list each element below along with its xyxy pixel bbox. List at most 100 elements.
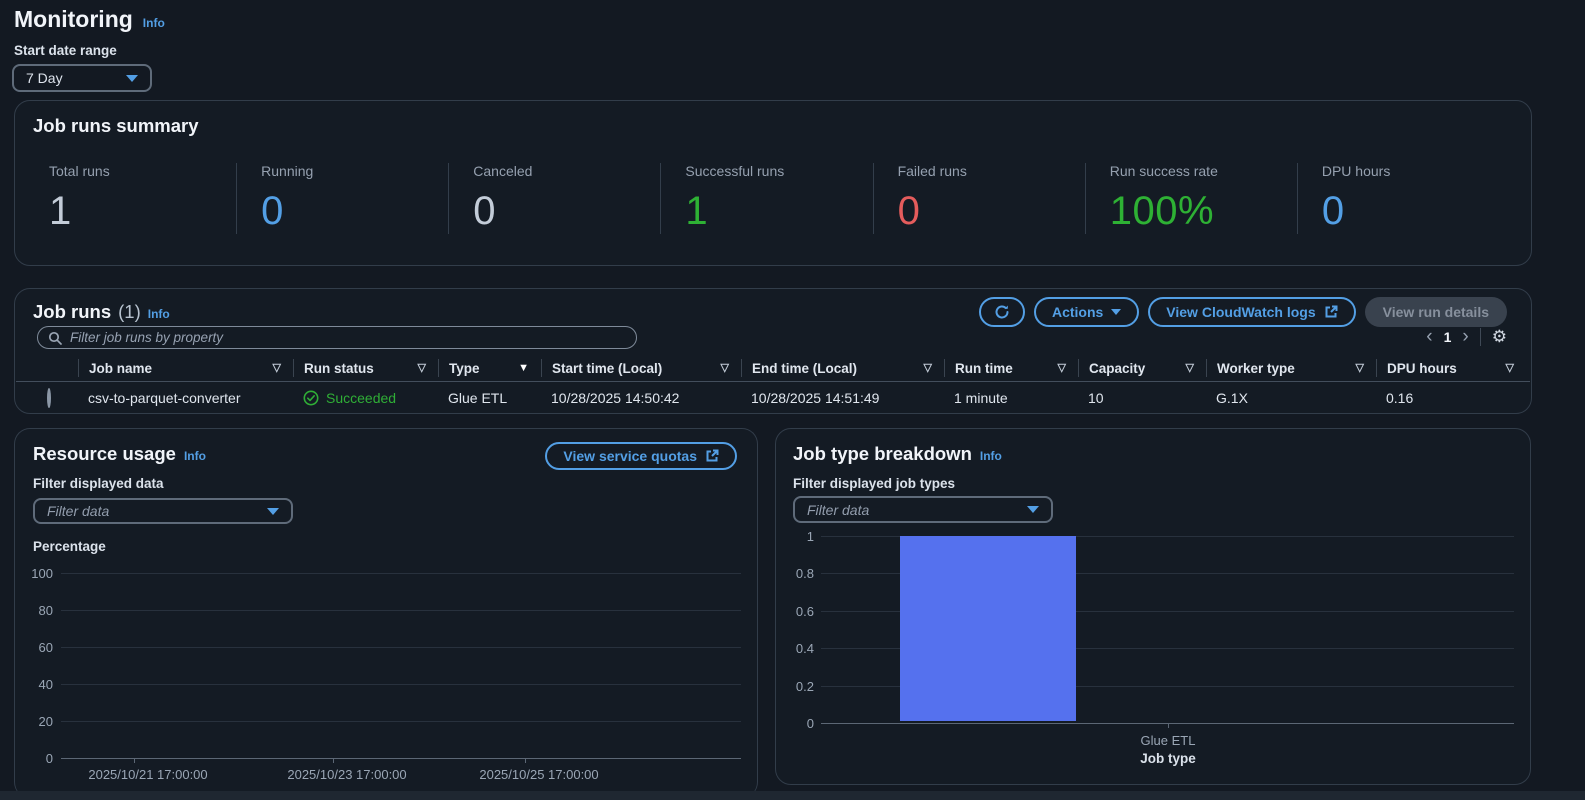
filter-job-runs-input[interactable]: Filter job runs by property bbox=[37, 326, 637, 349]
y-tick-label: 60 bbox=[15, 640, 53, 655]
search-icon bbox=[48, 331, 62, 345]
date-range-select[interactable]: 7 Day bbox=[12, 64, 152, 92]
metric-label: Run success rate bbox=[1110, 163, 1297, 179]
select-all-column bbox=[38, 359, 78, 377]
view-service-quotas-button[interactable]: View service quotas bbox=[545, 442, 737, 470]
resource-filter-label: Filter displayed data bbox=[33, 476, 164, 491]
row-radio-button[interactable] bbox=[47, 388, 51, 408]
date-range-label: Start date range bbox=[14, 43, 117, 58]
job-type-plot bbox=[821, 536, 1514, 723]
column-label: Run time bbox=[955, 361, 1013, 376]
metric-label: Total runs bbox=[49, 163, 236, 179]
cell-start-time: 10/28/2025 14:50:42 bbox=[541, 390, 741, 406]
job-type-breakdown-card: Job type breakdown Info Filter displayed… bbox=[775, 428, 1531, 785]
column-header-run-status[interactable]: Run status ▽ bbox=[293, 359, 438, 377]
y-axis-title: Percentage bbox=[33, 539, 106, 554]
sort-icon[interactable]: ▽ bbox=[1058, 363, 1066, 374]
cell-job-name[interactable]: csv-to-parquet-converter bbox=[78, 390, 293, 406]
resource-usage-info-link[interactable]: Info bbox=[184, 449, 206, 463]
metric-label: DPU hours bbox=[1322, 163, 1509, 179]
metric-value: 0 bbox=[473, 189, 660, 234]
column-label: End time (Local) bbox=[752, 361, 857, 376]
cell-type: Glue ETL bbox=[438, 390, 541, 406]
y-tick-label: 0.4 bbox=[776, 641, 814, 656]
job-runs-summary-card: Job runs summary Total runs 1 Running 0 … bbox=[14, 100, 1532, 266]
x-tick bbox=[134, 758, 135, 763]
column-label: Worker type bbox=[1217, 361, 1295, 376]
job-type-filter-select[interactable]: Filter data bbox=[793, 496, 1053, 523]
cell-capacity: 10 bbox=[1078, 390, 1206, 406]
metric-canceled: Canceled 0 bbox=[448, 163, 660, 234]
actions-button[interactable]: Actions bbox=[1034, 297, 1139, 327]
column-header-capacity[interactable]: Capacity ▽ bbox=[1078, 359, 1206, 377]
sort-icon[interactable]: ▽ bbox=[924, 363, 932, 374]
job-type-filter-label: Filter displayed job types bbox=[793, 476, 955, 491]
cloudwatch-label: View CloudWatch logs bbox=[1166, 304, 1315, 320]
refresh-icon bbox=[994, 304, 1010, 320]
x-tick bbox=[525, 758, 526, 763]
sort-icon[interactable]: ▽ bbox=[273, 363, 281, 374]
cell-run-time: 1 minute bbox=[944, 390, 1078, 406]
metric-label: Running bbox=[261, 163, 448, 179]
column-header-job-name[interactable]: Job name ▽ bbox=[78, 359, 293, 377]
gear-icon[interactable]: ⚙ bbox=[1492, 328, 1507, 345]
page-info-link[interactable]: Info bbox=[143, 16, 165, 30]
success-check-icon bbox=[303, 390, 319, 406]
column-label: Job name bbox=[89, 361, 152, 376]
column-header-type[interactable]: Type ▼ bbox=[438, 359, 541, 377]
table-row: csv-to-parquet-converter Succeeded Glue … bbox=[16, 383, 1530, 413]
view-run-details-button[interactable]: View run details bbox=[1365, 297, 1507, 327]
job-type-filter-placeholder: Filter data bbox=[807, 502, 869, 518]
sort-icon[interactable]: ▼ bbox=[518, 363, 529, 374]
bar-glue-etl[interactable] bbox=[900, 536, 1076, 721]
job-runs-card: Job runs (1) Info Actions View CloudWatc… bbox=[14, 288, 1532, 414]
sort-icon[interactable]: ▽ bbox=[1506, 363, 1514, 374]
summary-metrics: Total runs 1 Running 0 Canceled 0 Succes… bbox=[37, 163, 1509, 234]
resource-filter-select[interactable]: Filter data bbox=[33, 498, 293, 524]
metric-value: 1 bbox=[685, 189, 872, 234]
chevron-down-icon bbox=[1111, 309, 1121, 315]
metric-running: Running 0 bbox=[236, 163, 448, 234]
x-tick-label: 2025/10/23 17:00:00 bbox=[287, 767, 406, 782]
resource-usage-card: Resource usage Info View service quotas … bbox=[14, 428, 758, 798]
metric-failed-runs: Failed runs 0 bbox=[873, 163, 1085, 234]
chevron-down-icon bbox=[267, 508, 279, 515]
sort-icon[interactable]: ▽ bbox=[418, 363, 426, 374]
job-type-breakdown-info-link[interactable]: Info bbox=[980, 449, 1002, 463]
column-header-end-time[interactable]: End time (Local) ▽ bbox=[741, 359, 944, 377]
filter-placeholder: Filter job runs by property bbox=[70, 330, 223, 345]
column-header-dpu-hours[interactable]: DPU hours ▽ bbox=[1376, 359, 1526, 377]
external-link-icon bbox=[1324, 305, 1338, 319]
sort-icon[interactable]: ▽ bbox=[1356, 363, 1364, 374]
sort-icon[interactable]: ▽ bbox=[721, 363, 729, 374]
column-header-worker-type[interactable]: Worker type ▽ bbox=[1206, 359, 1376, 377]
column-header-run-time[interactable]: Run time ▽ bbox=[944, 359, 1078, 377]
view-cloudwatch-logs-button[interactable]: View CloudWatch logs bbox=[1148, 297, 1355, 327]
y-tick-label: 1 bbox=[776, 529, 814, 544]
gridline bbox=[61, 573, 741, 574]
run-details-label: View run details bbox=[1383, 304, 1489, 320]
gridline bbox=[61, 684, 741, 685]
metric-successful-runs: Successful runs 1 bbox=[660, 163, 872, 234]
resource-filter-placeholder: Filter data bbox=[47, 503, 109, 519]
job-runs-title: Job runs bbox=[33, 301, 111, 323]
page-number[interactable]: 1 bbox=[1444, 329, 1452, 345]
column-label: DPU hours bbox=[1387, 361, 1457, 376]
previous-page-icon[interactable]: ‹ bbox=[1426, 327, 1432, 346]
gridline bbox=[61, 610, 741, 611]
cell-dpu-hours: 0.16 bbox=[1376, 390, 1526, 406]
job-runs-info-link[interactable]: Info bbox=[148, 307, 170, 321]
x-tick-label: 2025/10/25 17:00:00 bbox=[479, 767, 598, 782]
sort-icon[interactable]: ▽ bbox=[1186, 363, 1194, 374]
quotas-label: View service quotas bbox=[563, 448, 697, 464]
x-axis-title: Job type bbox=[1140, 751, 1196, 766]
status-badge: Succeeded bbox=[303, 390, 426, 406]
next-page-icon[interactable]: › bbox=[1462, 327, 1468, 346]
column-header-start-time[interactable]: Start time (Local) ▽ bbox=[541, 359, 741, 377]
metric-dpu-hours: DPU hours 0 bbox=[1297, 163, 1509, 234]
metric-value: 0 bbox=[898, 189, 1085, 234]
refresh-button[interactable] bbox=[979, 297, 1025, 327]
y-tick-label: 40 bbox=[15, 677, 53, 692]
y-tick-label: 0.2 bbox=[776, 679, 814, 694]
x-category-label: Glue ETL bbox=[1141, 733, 1196, 748]
